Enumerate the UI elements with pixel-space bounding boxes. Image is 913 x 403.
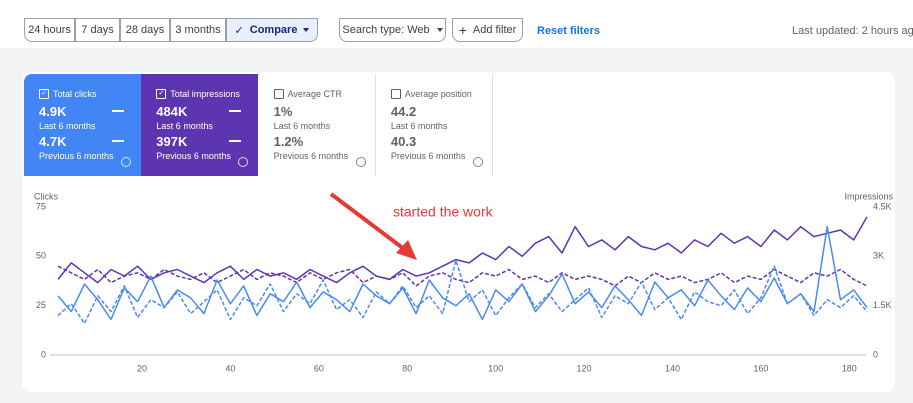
legend-line (229, 110, 242, 112)
metric-card[interactable]: ✓ Total impressions 484K Last 6 months 397K P… (141, 74, 259, 176)
previous-period: Previous 6 months (390, 151, 466, 161)
toolbar: 24 hours 7 days 28 days 3 months ✓ Compare Sea… (0, 0, 913, 48)
current-period: Last 6 months (390, 121, 448, 131)
card-label: ✓ Total clicks (39, 89, 97, 99)
metric-card[interactable]: Average CTR 1% Last 6 months 1.2% Previous 6… (258, 74, 376, 176)
legend-line (112, 110, 124, 112)
previous-period: Previous 6 months (273, 151, 349, 161)
previous-period: Previous 6 months (39, 151, 114, 161)
dropdown-icon (303, 28, 310, 32)
range-button[interactable]: 24 hours (24, 18, 75, 42)
help-icon (355, 157, 366, 167)
range-button[interactable]: 28 days (120, 18, 170, 42)
search-type-label: Search type: Web (342, 24, 430, 36)
add-filter-label: Add filter (472, 24, 517, 36)
card-title: Average CTR (287, 89, 342, 99)
card-title: Total impressions (170, 89, 240, 99)
checkbox: ✓ (156, 89, 167, 99)
checkbox (390, 89, 401, 99)
previous-value: 1.2% (273, 134, 304, 149)
current-period: Last 6 months (39, 121, 96, 131)
legend-line-dashed (229, 140, 242, 142)
range-button[interactable]: 3 months (170, 18, 226, 42)
current-value: 4.9K (39, 104, 67, 119)
current-period: Last 6 months (273, 121, 331, 131)
metric-card[interactable]: Average position 44.2 Last 6 months 40.3 Pre… (375, 74, 493, 176)
add-filter-button[interactable]: + Add filter (452, 18, 523, 42)
search-type-button[interactable]: Search type: Web (339, 18, 446, 42)
card-label: Average CTR (273, 89, 342, 99)
current-value: 44.2 (390, 104, 417, 119)
current-value: 1% (273, 104, 293, 119)
last-updated: Last updated: 2 hours ag (792, 25, 913, 37)
help-icon (472, 157, 483, 167)
previous-value: 397K (156, 134, 188, 149)
current-period: Last 6 months (156, 121, 213, 131)
reset-filters-link[interactable]: Reset filters (537, 25, 600, 37)
help-icon (121, 157, 131, 167)
previous-value: 4.7K (39, 134, 67, 149)
checkbox: ✓ (39, 89, 49, 99)
help-icon (238, 157, 249, 167)
plus-icon: + (458, 22, 467, 38)
card-title: Total clicks (53, 89, 97, 99)
previous-period: Previous 6 months (156, 151, 231, 161)
metric-card[interactable]: ✓ Total clicks 4.9K Last 6 months 4.7K Previo… (24, 74, 141, 176)
card-label: ✓ Total impressions (156, 89, 240, 99)
legend-line-dashed (112, 140, 124, 142)
compare-button[interactable]: ✓ Compare (226, 18, 318, 42)
current-value: 484K (156, 104, 188, 119)
dropdown-icon (436, 28, 443, 32)
checkbox (273, 89, 284, 99)
card-label: Average position (390, 89, 472, 99)
check-icon: ✓ (234, 24, 244, 37)
previous-value: 40.3 (390, 134, 417, 149)
card-title: Average position (404, 89, 472, 99)
range-button[interactable]: 7 days (75, 18, 120, 42)
compare-label: Compare (249, 24, 298, 36)
